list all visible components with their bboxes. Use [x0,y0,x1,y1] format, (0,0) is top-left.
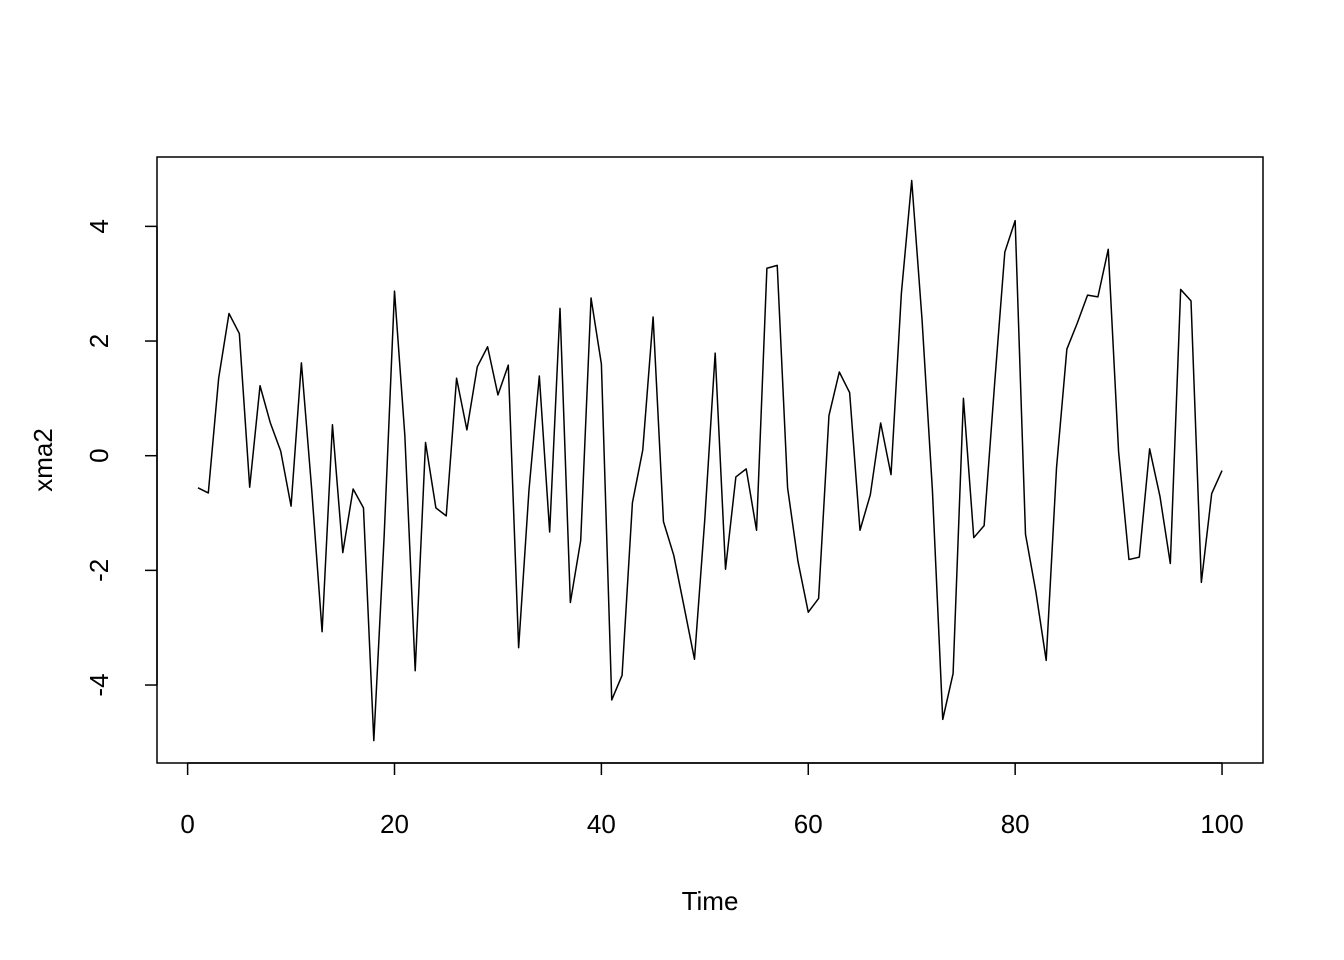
y-axis-label: xma2 [28,428,58,492]
y-tick-label: 4 [84,219,114,233]
x-tick-label: 40 [587,809,616,839]
y-tick-label: 0 [84,448,114,462]
y-tick-label: -2 [84,559,114,582]
x-axis-label: Time [682,886,739,916]
x-tick-label: 80 [1001,809,1030,839]
x-tick-label: 60 [794,809,823,839]
x-tick-label: 100 [1200,809,1243,839]
series-line [197,179,1223,742]
x-tick-label: 20 [380,809,409,839]
y-tick-label: -4 [84,673,114,696]
plot-box [156,156,1264,764]
y-tick-label: 2 [84,334,114,348]
x-tick-label: 0 [180,809,194,839]
